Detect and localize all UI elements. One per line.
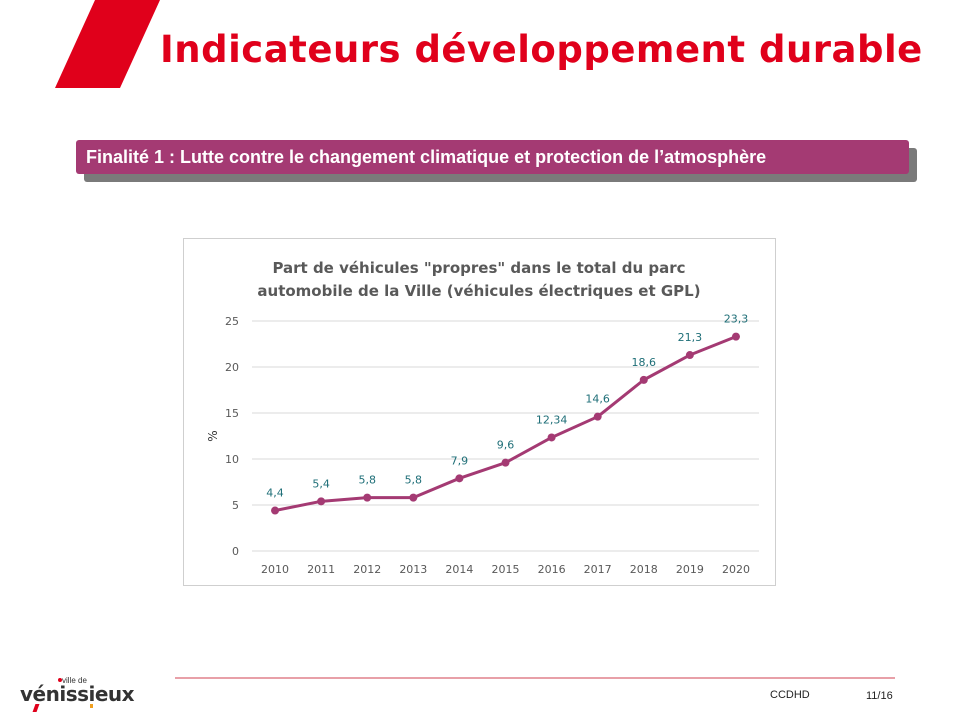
x-tick-label: 2020 (722, 563, 750, 576)
x-tick-label: 2014 (445, 563, 473, 576)
logo-dot (58, 678, 62, 682)
series-line (274, 335, 737, 512)
data-point (455, 474, 464, 483)
data-label: 18,6 (632, 356, 657, 369)
page-number: 11/16 (866, 690, 893, 702)
data-label: 23,3 (724, 313, 749, 326)
data-label: 21,3 (678, 331, 703, 344)
chart-title-line1: Part de véhicules "propres" dans le tota… (272, 259, 685, 277)
y-tick-label: 20 (225, 361, 239, 374)
y-tick-label: 25 (225, 315, 239, 328)
chart-title-line2: automobile de la Ville (véhicules électr… (257, 282, 700, 300)
data-label: 9,6 (497, 439, 515, 452)
data-point (409, 493, 418, 502)
x-tick-label: 2018 (630, 563, 658, 576)
x-tick-label: 2019 (676, 563, 704, 576)
x-tick-label: 2012 (353, 563, 381, 576)
x-tick-label: 2011 (307, 563, 335, 576)
x-tick-label: 2017 (584, 563, 612, 576)
chart-container: Part de véhicules "propres" dans le tota… (183, 238, 776, 586)
data-point (271, 506, 280, 515)
y-tick-label: 10 (225, 453, 239, 466)
data-point (501, 458, 510, 467)
page-title: Indicateurs développement durable (160, 28, 923, 71)
footer-left-text: CCDHD (770, 689, 810, 701)
y-tick-label: 0 (232, 545, 239, 558)
x-tick-label: 2016 (538, 563, 566, 576)
x-tick-label: 2010 (261, 563, 289, 576)
logo-accent (90, 704, 93, 708)
data-label: 5,8 (405, 474, 423, 487)
data-label: 5,4 (312, 477, 330, 490)
data-label: 5,8 (358, 474, 376, 487)
y-tick-label: 5 (232, 499, 239, 512)
data-label: 7,9 (451, 454, 469, 467)
y-tick-label: 15 (225, 407, 239, 420)
data-label: 12,34 (536, 413, 568, 426)
line-chart: Part de véhicules "propres" dans le tota… (206, 259, 759, 576)
x-tick-label: 2015 (492, 563, 520, 576)
data-point (685, 351, 694, 360)
x-tick-label: 2013 (399, 563, 427, 576)
data-point (731, 332, 740, 341)
data-label: 14,6 (585, 393, 610, 406)
data-point (547, 433, 556, 442)
logo-subtext: ville de (62, 676, 87, 685)
decorative-red-shape (55, 0, 160, 88)
city-logo: vénissieux (20, 682, 135, 706)
data-point (593, 412, 602, 421)
data-point (363, 493, 372, 502)
data-point (317, 497, 326, 506)
data-label: 4,4 (266, 487, 284, 500)
footer-divider (175, 677, 895, 679)
data-point (639, 375, 648, 384)
y-axis-label: % (206, 430, 220, 441)
section-banner: Finalité 1 : Lutte contre le changement … (76, 140, 909, 174)
